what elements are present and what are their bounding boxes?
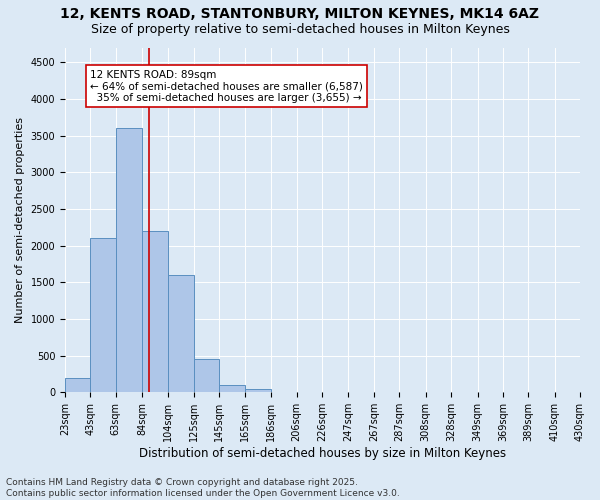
Text: Contains HM Land Registry data © Crown copyright and database right 2025.
Contai: Contains HM Land Registry data © Crown c… (6, 478, 400, 498)
Bar (65, 378, 91, 392)
Bar (245, 388, 271, 392)
Bar (116, 128, 142, 392)
Bar (194, 360, 220, 392)
Bar (167, 275, 194, 392)
Text: Size of property relative to semi-detached houses in Milton Keynes: Size of property relative to semi-detach… (91, 22, 509, 36)
Text: 12 KENTS ROAD: 89sqm
← 64% of semi-detached houses are smaller (6,587)
  35% of : 12 KENTS ROAD: 89sqm ← 64% of semi-detac… (91, 70, 363, 102)
Bar (91, 238, 116, 392)
X-axis label: Distribution of semi-detached houses by size in Milton Keynes: Distribution of semi-detached houses by … (139, 447, 506, 460)
Text: 12, KENTS ROAD, STANTONBURY, MILTON KEYNES, MK14 6AZ: 12, KENTS ROAD, STANTONBURY, MILTON KEYN… (61, 8, 539, 22)
Bar (142, 231, 167, 392)
Y-axis label: Number of semi-detached properties: Number of semi-detached properties (15, 117, 25, 323)
Bar (220, 385, 245, 392)
